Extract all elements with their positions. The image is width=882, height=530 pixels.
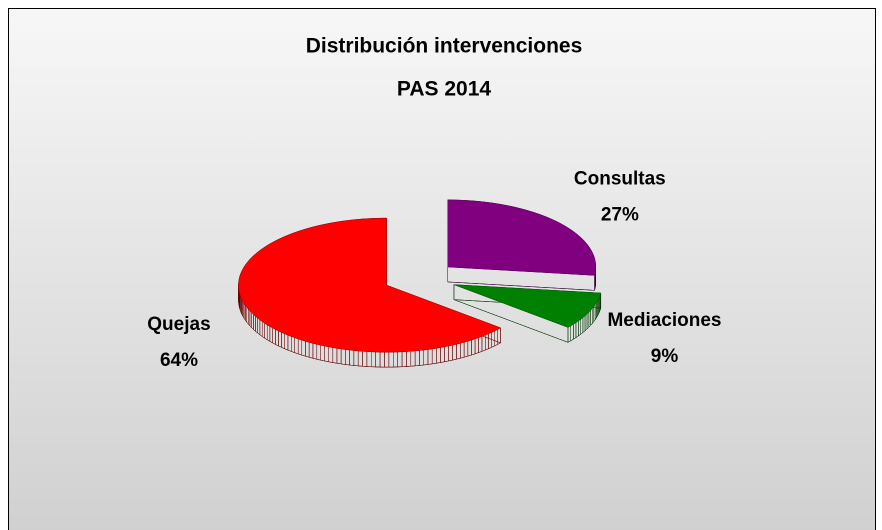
slice	[447, 199, 597, 276]
chart-title: Distribución intervenciones	[306, 35, 583, 58]
slice-value-label: 27%	[601, 204, 639, 225]
chart-title: PAS 2014	[397, 78, 491, 101]
slice-label: Mediaciones	[607, 310, 721, 331]
slice-label: Consultas	[574, 168, 666, 189]
slice	[238, 217, 502, 353]
slice-value-label: 64%	[160, 350, 198, 371]
slice-label: Quejas	[147, 314, 210, 335]
slice	[453, 284, 602, 328]
slice-value-label: 9%	[651, 346, 679, 367]
chart-area	[8, 8, 876, 530]
